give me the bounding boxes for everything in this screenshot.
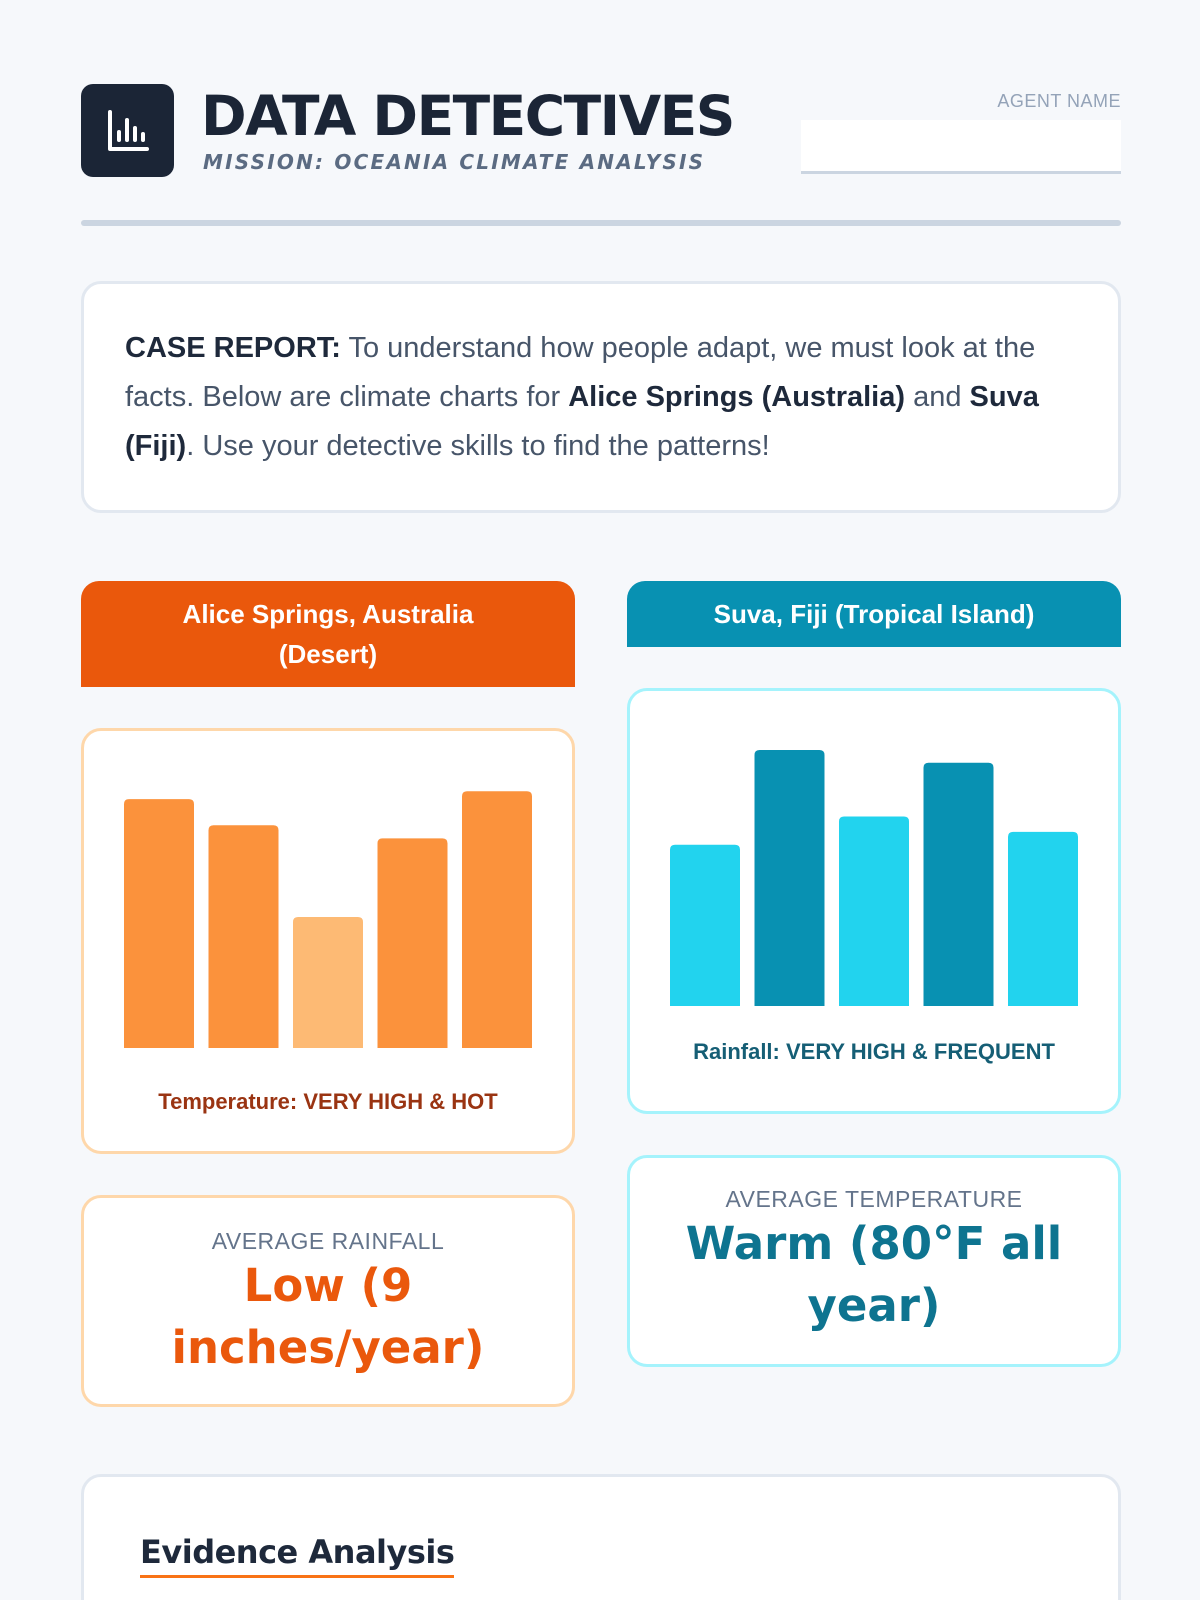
- header-divider: [81, 220, 1121, 226]
- evidence-analysis-section: Evidence Analysis: [81, 1474, 1121, 1600]
- suva-bar-4: [923, 762, 994, 1006]
- suva-chart-caption: Rainfall: VERY HIGH & FREQUENT: [693, 1039, 1055, 1064]
- alice-springs-heading: Alice Springs, Australia (Desert): [81, 581, 575, 687]
- case-report-label: CASE REPORT:: [125, 332, 341, 364]
- bar-chart-icon: [107, 109, 149, 151]
- suva-fiji-chart-card: Rainfall: VERY HIGH & FREQUENT: [627, 688, 1121, 1114]
- page-subtitle: MISSION: OCEANIA CLIMATE ANALYSIS: [203, 150, 706, 174]
- alice-bar-3: [293, 917, 363, 1048]
- agent-name-input[interactable]: [801, 120, 1121, 174]
- alice-stat-value: Low (9 inches/year): [171, 1259, 485, 1374]
- page-header: DATA DETECTIVES MISSION: OCEANIA CLIMATE…: [81, 84, 1121, 180]
- agent-name-label: AGENT NAME: [997, 91, 1121, 111]
- suva-stat-value: Warm (80°F all year): [685, 1217, 1063, 1332]
- alice-bar-5: [462, 791, 532, 1048]
- suva-fiji-heading: Suva, Fiji (Tropical Island): [627, 581, 1121, 647]
- case-report-text: . Use your detective skills to find the …: [186, 430, 770, 462]
- alice-rainfall-card: AVERAGE RAINFALL Low (9 inches/year): [81, 1195, 575, 1407]
- place-suva: Suva (Fiji): [125, 381, 1039, 462]
- suva-stat-label: AVERAGE TEMPERATURE: [725, 1186, 1023, 1212]
- alice-bar-1: [124, 799, 194, 1048]
- alice-chart-caption: Temperature: VERY HIGH & HOT: [158, 1089, 498, 1114]
- alice-bar-4: [377, 838, 448, 1048]
- case-report-text: To understand how people adapt, we must …: [125, 332, 1036, 413]
- page-title: DATA DETECTIVES: [201, 84, 735, 148]
- evidence-analysis-title: Evidence Analysis: [140, 1533, 455, 1578]
- logo: [81, 84, 174, 177]
- suva-temperature-card: AVERAGE TEMPERATURE Warm (80°F all year): [627, 1155, 1121, 1367]
- place-alice: Alice Springs (Australia): [568, 381, 906, 413]
- case-report-text: and: [905, 381, 970, 413]
- case-report: CASE REPORT: To understand how people ad…: [81, 281, 1121, 513]
- suva-fiji-column: Suva, Fiji (Tropical Island) Rainfall: V…: [627, 581, 1121, 1367]
- suva-fiji-bar-chart: [670, 750, 1078, 1006]
- suva-bar-3: [839, 816, 909, 1006]
- alice-springs-column: Alice Springs, Australia (Desert) Temper…: [81, 581, 575, 1407]
- suva-bar-2: [754, 750, 825, 1006]
- alice-bar-2: [208, 825, 279, 1048]
- alice-springs-bar-chart: [124, 791, 532, 1048]
- suva-bar-5: [1008, 831, 1078, 1006]
- alice-springs-chart-card: Temperature: VERY HIGH & HOT: [81, 728, 575, 1154]
- suva-bar-1: [670, 844, 740, 1006]
- alice-stat-label: AVERAGE RAINFALL: [211, 1228, 445, 1254]
